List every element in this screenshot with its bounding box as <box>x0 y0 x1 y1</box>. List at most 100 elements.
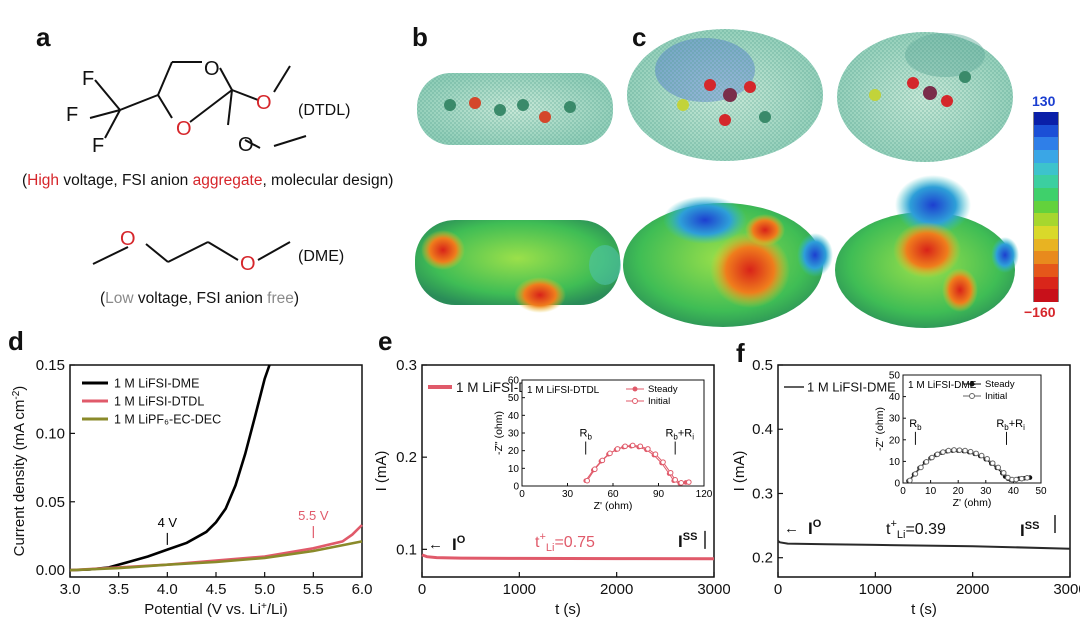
y-tick-label: 0.3 <box>396 357 417 374</box>
inset-initial-point <box>934 451 941 458</box>
dtdl-tag: (DTDL) <box>298 102 351 119</box>
y-tick-label: 0.00 <box>36 562 65 579</box>
inset-title: 1 M LiFSI-DME <box>908 380 977 391</box>
inset-initial-point <box>599 457 606 464</box>
inset-legend-initial: Initial <box>985 391 1007 402</box>
y-tick-label: 0.5 <box>752 357 773 374</box>
inset-y-tick-label: 0 <box>894 479 900 490</box>
fsi-aggregate-esp-1 <box>623 196 833 327</box>
y-tick-label: 0.10 <box>36 425 65 442</box>
inset-frame <box>521 379 705 487</box>
inset-y-tick-label: 20 <box>508 446 520 457</box>
i0-arrow: ← <box>428 536 443 553</box>
inset-legend-steady: Steady <box>648 384 678 395</box>
inset-initial-point <box>678 480 685 486</box>
inset-legend-marker <box>969 381 975 387</box>
inset-initial-point <box>907 477 913 484</box>
x-axis-label: t (s) <box>911 601 937 618</box>
atom-o3: O <box>256 92 272 114</box>
inset-legend-marker <box>969 393 975 399</box>
panel-label-a: a <box>36 22 51 52</box>
x-tick-label: 3.5 <box>108 581 129 598</box>
inset-y-tick-label: 10 <box>508 464 520 475</box>
x-tick-label: 3000 <box>697 581 730 598</box>
inset-initial-point <box>667 469 674 476</box>
legend-label: 1 M LiFSI-DTDL <box>114 395 204 409</box>
inset-y-tick-label: 30 <box>508 429 520 440</box>
x-tick-label: 0 <box>774 581 782 598</box>
inset-initial-point <box>584 477 591 484</box>
series-line <box>69 540 363 572</box>
colorbar-min-label: −160 <box>1024 304 1056 320</box>
colorbar-step <box>1033 263 1059 277</box>
inset-initial-point <box>995 464 1002 471</box>
inset-rbri-label: Rb+Ri <box>996 418 1025 432</box>
inset-initial-point <box>978 452 985 459</box>
inset-initial-point <box>1000 470 1007 476</box>
inset-initial-point <box>686 479 692 485</box>
legend-label: 1 M LiPF₆-EC-DEC <box>114 413 221 427</box>
y-tick-label: 0.15 <box>36 357 65 374</box>
x-tick-label: 4.0 <box>157 581 178 598</box>
plot-frame <box>421 364 715 578</box>
atom-f2: F <box>66 104 79 126</box>
inset-y-tick-label: 30 <box>889 414 901 425</box>
annotation-5-5v: 5.5 V <box>298 508 329 523</box>
inset-initial-point <box>637 443 644 450</box>
y-tick-label: 0.05 <box>36 494 65 511</box>
y-tick-label: 0.2 <box>396 449 417 466</box>
x-tick-label: 1000 <box>503 581 536 598</box>
colorbar-step <box>1033 238 1059 252</box>
y-tick-label: 0.4 <box>752 421 773 438</box>
x-tick-label: 1000 <box>859 581 892 598</box>
inset-initial-point <box>1018 475 1025 482</box>
inset-legend-steady: Steady <box>985 379 1015 390</box>
inset-initial-point <box>918 464 924 471</box>
inset-y-tick-label: 40 <box>508 411 520 422</box>
inset-legend-marker <box>632 386 638 392</box>
inset-x-tick-label: 50 <box>1035 486 1047 497</box>
x-tick-label: 5.5 <box>303 581 324 598</box>
y-axis-label: I (mA) <box>731 451 748 492</box>
inset-initial-point <box>962 447 968 454</box>
colorbar-step <box>1033 175 1059 188</box>
inset-legend-marker <box>632 398 638 404</box>
inset-initial-point <box>1013 476 1019 483</box>
inset-initial-point <box>967 448 974 455</box>
inset-x-tick-label: 30 <box>980 486 992 497</box>
colorbar-step <box>1033 187 1059 201</box>
x-tick-label: 4.5 <box>206 581 227 598</box>
x-tick-label: 5.0 <box>254 581 275 598</box>
colorbar-max-label: 130 <box>1032 93 1056 109</box>
dme-caption: (Low voltage, FSI anion free) <box>100 290 300 307</box>
inset-x-tick-label: 40 <box>1008 486 1020 497</box>
esp-surfaces <box>415 29 1019 328</box>
series-line <box>69 364 271 572</box>
colorbar-step <box>1033 112 1059 125</box>
colorbar-step <box>1033 276 1059 290</box>
inset-initial-point <box>929 454 935 461</box>
x-tick-label: 2000 <box>956 581 989 598</box>
x-axis-label: t (s) <box>555 601 581 618</box>
transference-label: t+Li=0.39 <box>886 518 946 541</box>
inset-x-tick-label: 90 <box>653 489 665 500</box>
inset-y-tick-label: 0 <box>513 482 519 493</box>
i0-label: IO <box>452 534 466 554</box>
panel-label-d: d <box>8 326 24 356</box>
dme-atom-o2: O <box>240 253 256 275</box>
iss-label: ISS <box>678 531 697 551</box>
panel-label-b: b <box>412 22 428 52</box>
inset-x-tick-label: 60 <box>607 489 619 500</box>
colorbar-step <box>1033 124 1059 138</box>
y-axis-label: Current density (mA cm-2) <box>11 386 28 557</box>
colorbar-step <box>1033 200 1059 214</box>
panel-label-f: f <box>736 338 745 368</box>
inset-y-label: -Z" (ohm) <box>493 411 505 455</box>
inset-rb-label: Rb <box>909 418 922 432</box>
inset-title: 1 M LiFSI-DTDL <box>527 385 600 396</box>
esp-colorbar <box>1033 112 1059 302</box>
x-axis-label: Potential (V vs. Li+/Li) <box>144 601 287 618</box>
i0-label: IO <box>808 518 822 538</box>
inset-initial-point <box>672 477 678 483</box>
